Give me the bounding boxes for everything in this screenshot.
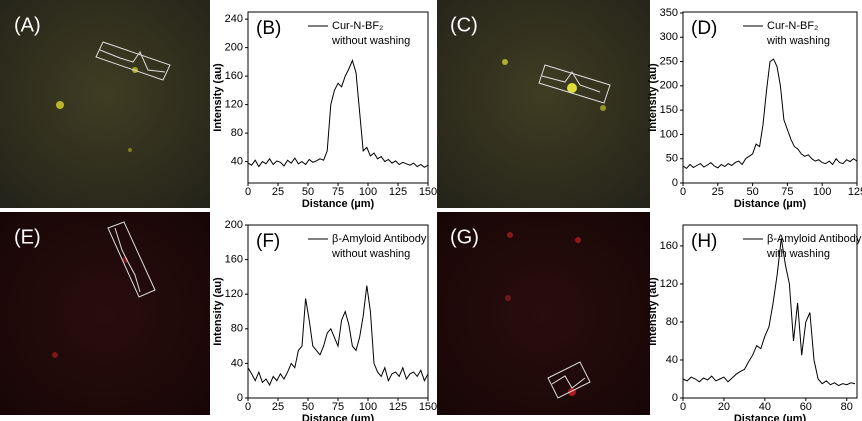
image-e: (E) [0,212,210,415]
y-tick-label: 40 [231,357,243,369]
x-tick-label: 25 [272,401,284,413]
x-tick-label: 25 [272,186,284,198]
panel-label: (E) [14,226,41,248]
y-tick-label: 120 [660,278,678,290]
y-tick-label: 350 [660,7,678,19]
x-axis-label: Distance (µm) [734,413,807,421]
x-tick-label: 50 [302,401,314,413]
legend-label: β-Amyloid Antibody [767,233,862,245]
legend-label: Cur-N-BF₂ [332,20,383,32]
x-tick-label: 40 [759,401,771,413]
y-tick-label: 160 [225,254,243,266]
data-line [682,58,858,170]
y-tick-label: 80 [666,316,678,328]
x-tick-label: 75 [332,186,344,198]
x-tick-label: 50 [746,186,758,198]
y-axis-label: Intensity (au) [212,277,224,346]
chart-title: (H) [691,231,717,252]
x-tick-label: 80 [841,401,853,413]
x-tick-label: 60 [800,401,812,413]
annotation: without washing [331,248,410,260]
y-tick-label: 0 [672,392,678,404]
y-tick-label: 80 [231,323,243,335]
x-tick-label: 0 [680,401,686,413]
x-axis-label: Distance (µm) [302,198,375,210]
y-tick-label: 0 [672,177,678,189]
plot-frame [682,11,858,184]
chart-title: (F) [256,231,280,252]
x-tick-label: 75 [781,186,793,198]
x-tick-label: 100 [359,186,377,198]
chart-title: (D) [691,18,717,39]
image-g: (G) [437,212,650,415]
x-tick-label: 50 [302,186,314,198]
x-tick-label: 100 [813,186,831,198]
data-line [247,285,429,387]
annotation: with washing [766,35,830,47]
y-tick-label: 250 [660,55,678,67]
x-tick-label: 100 [359,401,377,413]
panel-label: (G) [450,226,479,248]
legend-label: β-Amyloid Antibody [332,233,427,245]
chart-title: (B) [256,18,281,39]
plot-frame [682,224,858,399]
y-tick-label: 160 [225,70,243,82]
y-tick-label: 120 [225,288,243,300]
y-tick-label: 0 [237,392,243,404]
x-tick-label: 125 [389,401,407,413]
annotation: without washing [331,35,410,47]
x-tick-label: 75 [332,401,344,413]
annotation: with washing [766,248,830,260]
y-tick-label: 40 [666,354,678,366]
y-tick-label: 200 [225,219,243,231]
data-line [682,238,856,387]
y-tick-label: 200 [660,80,678,92]
y-tick-label: 300 [660,31,678,43]
y-tick-label: 100 [660,128,678,140]
y-axis-label: Intensity (au) [212,63,224,132]
y-tick-label: 200 [225,42,243,54]
y-tick-label: 40 [231,156,243,168]
panel-label: (C) [450,14,478,36]
x-tick-label: 150 [419,401,437,413]
y-tick-label: 240 [225,13,243,25]
y-axis-label: Intensity (au) [647,63,659,132]
y-tick-label: 160 [660,240,678,252]
y-axis-label: Intensity (au) [647,277,659,346]
x-axis-label: Distance (µm) [302,413,375,421]
x-tick-label: 0 [680,186,686,198]
x-tick-label: 25 [712,186,724,198]
data-line [247,59,429,168]
x-tick-label: 0 [245,186,251,198]
panel-label: (A) [14,14,41,36]
x-tick-label: 125 [848,186,862,198]
y-tick-label: 50 [666,153,678,165]
image-a: (A) [0,0,210,208]
y-tick-label: 80 [231,127,243,139]
image-c: (C) [437,0,650,208]
x-tick-label: 0 [245,401,251,413]
y-tick-label: 120 [225,99,243,111]
y-tick-label: 150 [660,104,678,116]
x-tick-label: 125 [389,186,407,198]
x-tick-label: 150 [419,186,437,198]
legend-label: Cur-N-BF₂ [767,20,818,32]
x-tick-label: 20 [718,401,730,413]
x-axis-label: Distance (µm) [734,198,807,210]
